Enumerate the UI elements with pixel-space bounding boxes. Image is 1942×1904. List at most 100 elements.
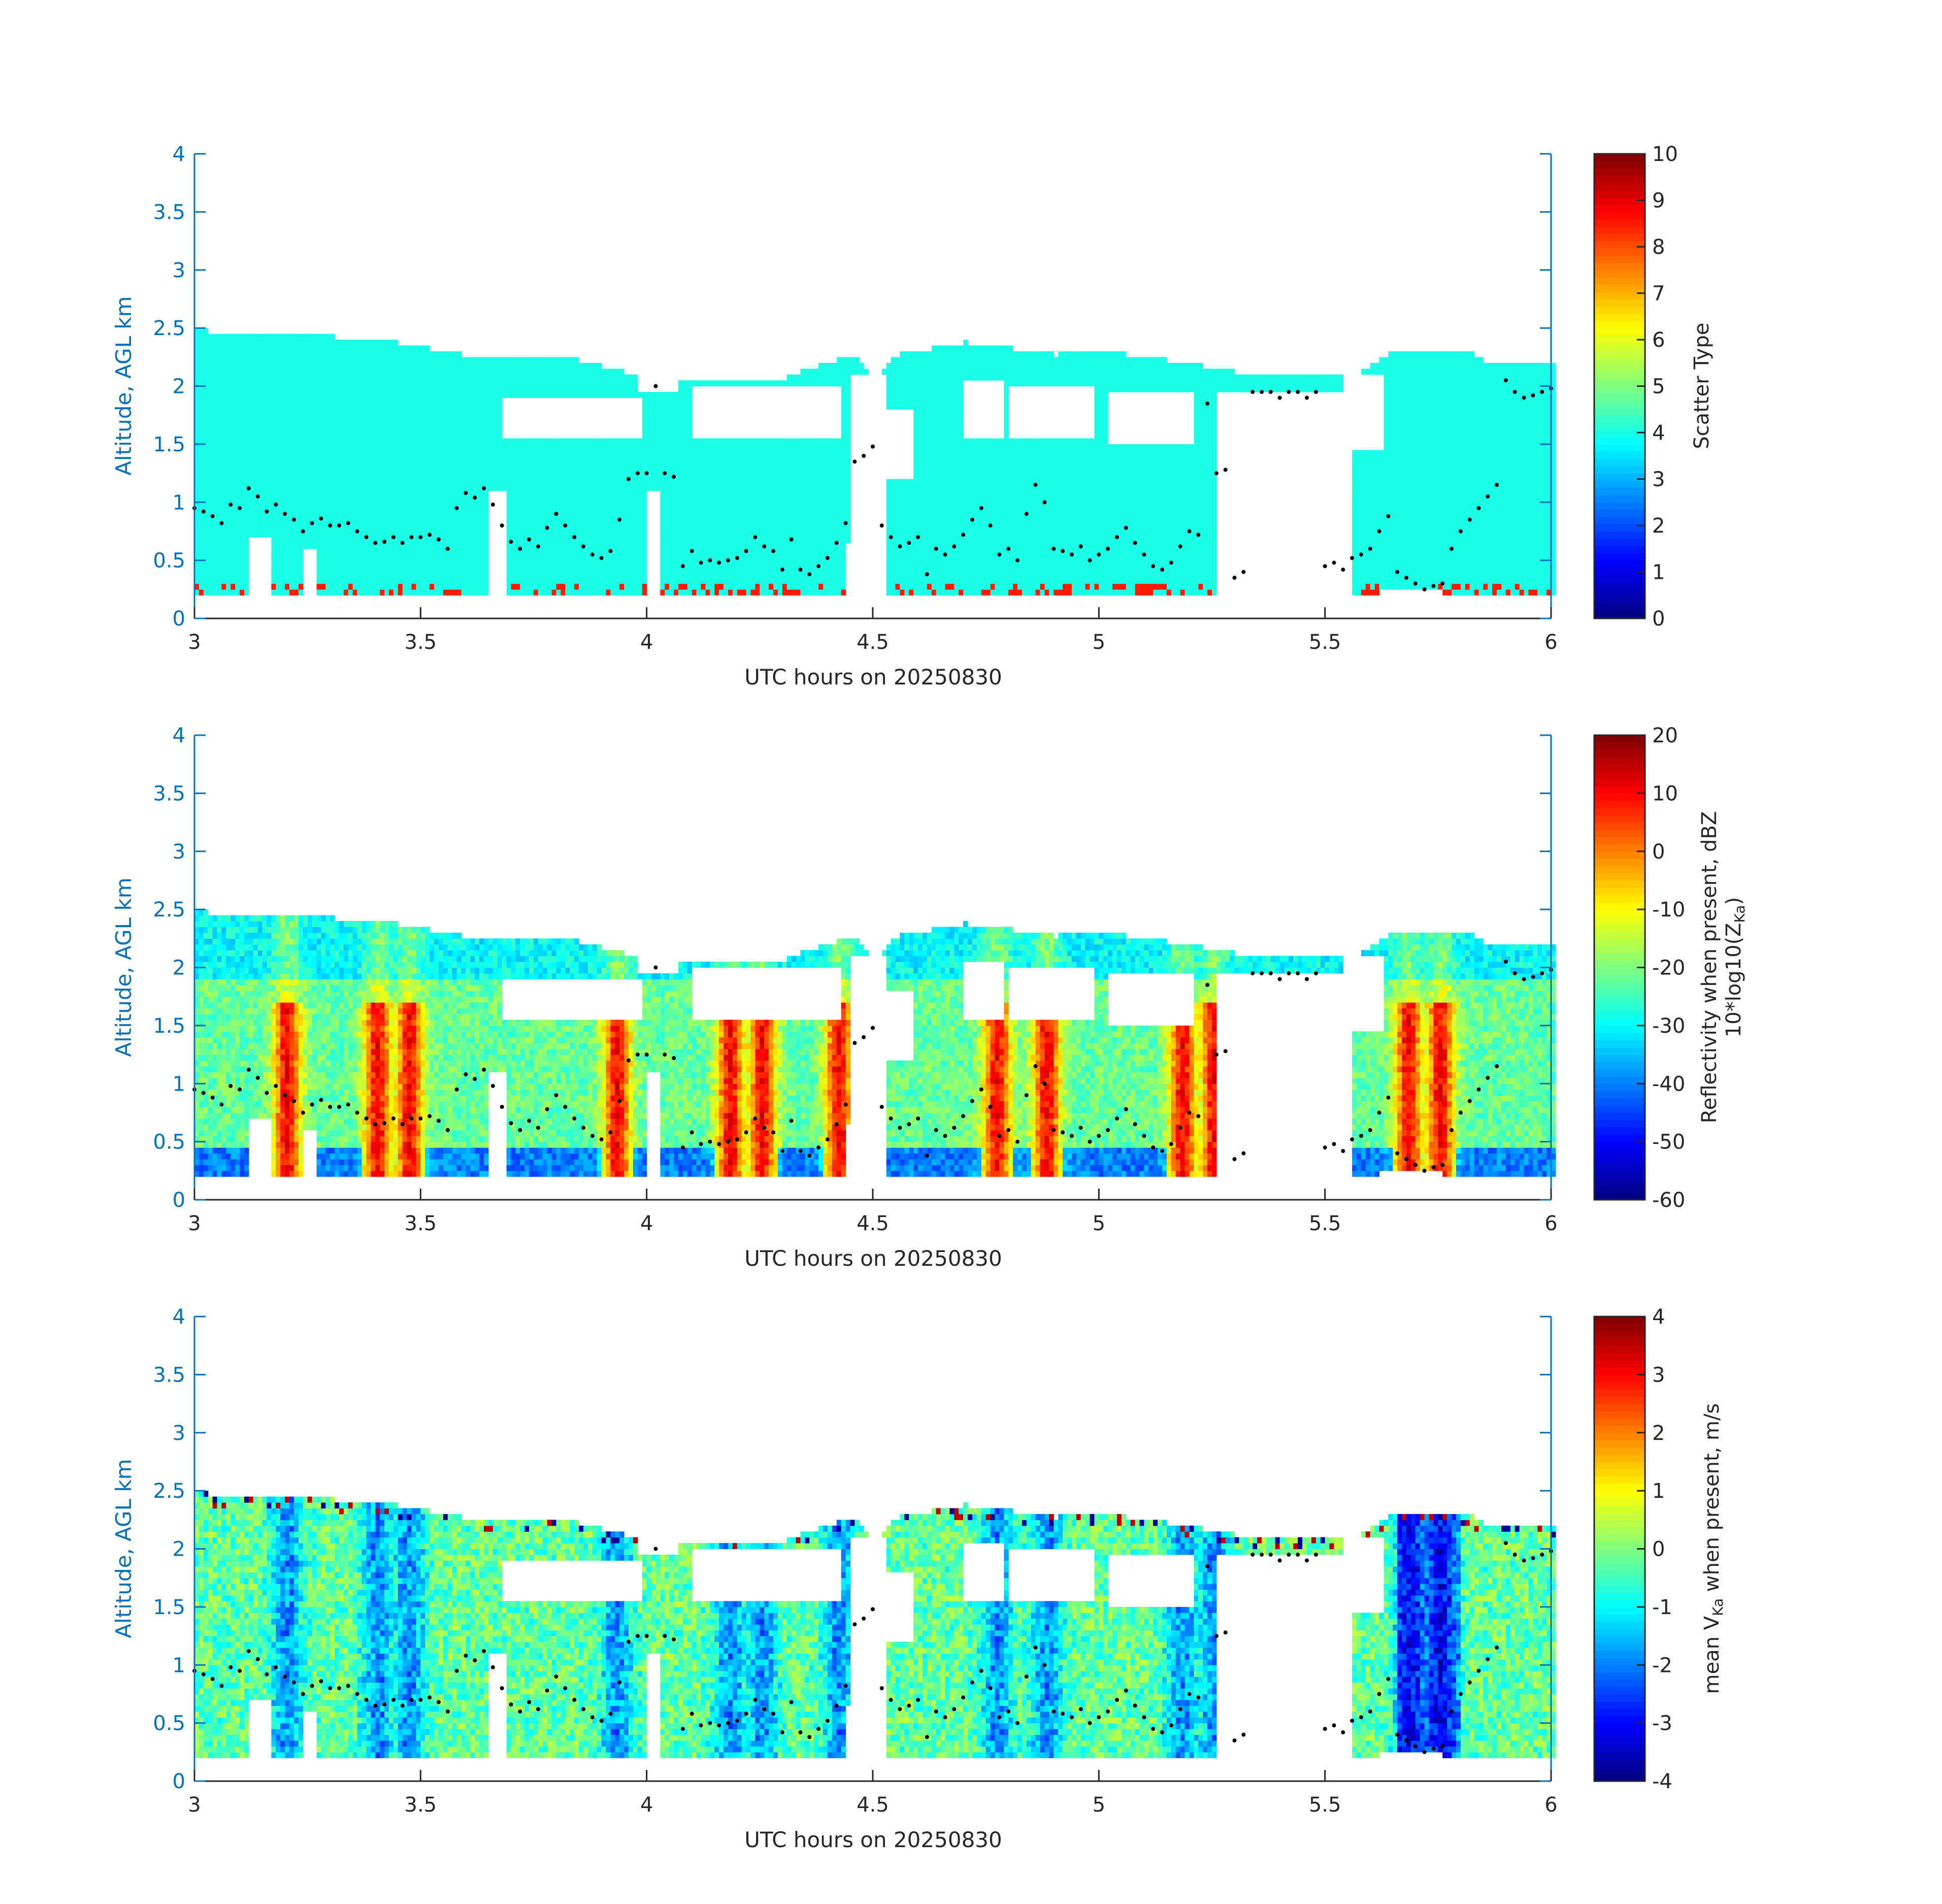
heatmap-cell: [524, 543, 530, 549]
heatmap-cell: [448, 427, 453, 433]
heatmap-cell: [276, 543, 281, 549]
heatmap-cell: [380, 520, 385, 526]
heatmap-cell: [683, 543, 688, 549]
heatmap-cell: [244, 409, 249, 415]
heatmap-cell: [403, 578, 408, 584]
heatmap-cell: [412, 357, 417, 363]
heatmap-cell: [240, 497, 245, 503]
heatmap-cell: [371, 502, 376, 508]
heatmap-cell: [556, 380, 562, 386]
heatmap-cell: [678, 421, 683, 427]
heatmap-cell: [271, 433, 276, 439]
heatmap-cell: [253, 427, 258, 433]
heatmap-cell: [470, 375, 475, 381]
heatmap-cell: [312, 340, 317, 346]
heatmap-cell: [556, 543, 562, 549]
heatmap-cell: [262, 497, 268, 503]
heatmap-cell: [344, 450, 349, 456]
heatmap-cell: [733, 583, 738, 589]
heatmap-cell: [439, 526, 444, 532]
heatmap-cell: [249, 409, 254, 415]
heatmap-cell: [420, 444, 425, 450]
heatmap-cell: [574, 578, 579, 584]
heatmap-cell: [430, 543, 435, 549]
heatmap-cell: [547, 508, 552, 514]
heatmap-cell: [294, 531, 299, 537]
heatmap-cell: [199, 328, 204, 334]
heatmap-cell: [615, 526, 620, 532]
heatmap-cell: [633, 554, 638, 561]
heatmap-cell: [443, 554, 448, 561]
heatmap-cell: [321, 386, 326, 392]
heatmap-cell: [357, 345, 363, 351]
heatmap-cell: [556, 485, 562, 491]
heatmap-cell: [330, 427, 335, 433]
heatmap-cell: [258, 415, 263, 421]
heatmap-cell: [425, 398, 430, 404]
heatmap-cell: [683, 468, 688, 474]
heatmap-cell: [674, 578, 679, 584]
heatmap-cell: [755, 554, 760, 561]
heatmap-cell: [538, 514, 543, 520]
heatmap-cell: [420, 549, 425, 555]
heatmap-cell: [475, 508, 480, 514]
heatmap-cell: [271, 357, 276, 363]
heatmap-cell: [325, 508, 331, 514]
heatmap-cell: [375, 398, 380, 404]
heatmap-cell: [642, 543, 647, 549]
heatmap-cell: [462, 357, 467, 363]
heatmap-cell: [407, 357, 412, 363]
heatmap-cell: [348, 398, 353, 404]
heatmap-cell: [538, 479, 543, 485]
heatmap-cell: [755, 468, 760, 474]
heatmap-cell: [579, 450, 584, 456]
heatmap-cell: [714, 485, 719, 491]
heatmap-cell: [552, 357, 557, 363]
heatmap-cell: [701, 572, 706, 578]
heatmap-cell: [348, 456, 353, 462]
heatmap-cell: [240, 537, 245, 543]
heatmap-cell: [208, 473, 213, 479]
heatmap-cell: [462, 566, 467, 572]
heatmap-cell: [267, 398, 272, 404]
heatmap-cell: [208, 386, 213, 392]
heatmap-cell: [276, 514, 281, 520]
heatmap-cell: [353, 380, 358, 386]
heatmap-cell: [389, 578, 394, 584]
heatmap-cell: [570, 543, 575, 549]
heatmap-cell: [403, 549, 408, 555]
heatmap-cell: [714, 526, 719, 532]
heatmap-cell: [321, 473, 326, 479]
heatmap-cell: [299, 578, 304, 584]
heatmap-cell: [678, 404, 683, 410]
heatmap-cell: [321, 340, 326, 346]
heatmap-cell: [389, 380, 394, 386]
heatmap-cell: [520, 554, 525, 561]
heatmap-cell: [344, 421, 349, 427]
heatmap-cell: [660, 433, 665, 439]
heatmap-cell: [398, 502, 403, 508]
heatmap-cell: [217, 537, 222, 543]
heatmap-cell: [697, 450, 702, 456]
heatmap-cell: [498, 392, 503, 398]
heatmap-cell: [723, 543, 729, 549]
heatmap-cell: [588, 589, 593, 596]
heatmap-cell: [393, 520, 399, 526]
heatmap-cell: [574, 514, 579, 520]
heatmap-cell: [782, 520, 787, 526]
heatmap-cell: [674, 566, 679, 572]
heatmap-cell: [515, 502, 520, 508]
heatmap-cell: [425, 450, 430, 456]
heatmap-cell: [674, 508, 679, 514]
heatmap-cell: [380, 438, 385, 444]
heatmap-cell: [484, 427, 489, 433]
heatmap-cell: [755, 497, 760, 503]
heatmap-cell: [615, 438, 620, 444]
heatmap-cell: [420, 409, 425, 415]
heatmap-cell: [728, 450, 733, 456]
heatmap-cell: [583, 438, 588, 444]
heatmap-cell: [452, 351, 457, 357]
heatmap-cell: [208, 421, 213, 427]
heatmap-cell: [403, 444, 408, 450]
heatmap-cell: [393, 497, 399, 503]
